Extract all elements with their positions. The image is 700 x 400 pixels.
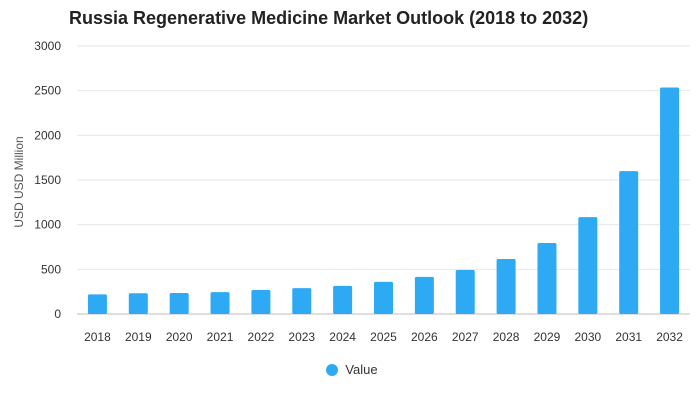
bar	[251, 290, 271, 314]
y-tick-label: 500	[41, 262, 61, 276]
legend-label: Value	[345, 362, 378, 377]
x-tick-label: 2027	[452, 330, 479, 344]
bar	[414, 276, 434, 314]
x-tick-label: 2026	[411, 330, 438, 344]
x-tick-label: 2018	[84, 330, 111, 344]
x-tick-label: 2025	[370, 330, 397, 344]
bar	[660, 87, 680, 314]
x-tick-label: 2030	[574, 330, 601, 344]
bar	[333, 285, 353, 314]
x-tick-label: 2023	[288, 330, 315, 344]
x-tick-label: 2028	[493, 330, 520, 344]
bar	[455, 270, 475, 314]
y-tick-label: 2000	[34, 128, 61, 142]
x-tick-label: 2024	[329, 330, 356, 344]
x-tick-label: 2031	[615, 330, 642, 344]
x-tick-label: 2020	[166, 330, 193, 344]
bar	[619, 171, 639, 314]
bar	[374, 281, 393, 314]
x-tick-label: 2022	[248, 330, 275, 344]
legend-marker	[326, 363, 339, 376]
bar	[496, 259, 516, 314]
x-tick-label: 2029	[534, 330, 561, 344]
legend: Value	[0, 362, 700, 377]
y-tick-label: 1000	[34, 218, 61, 232]
y-tick-label: 3000	[34, 39, 61, 53]
bar	[292, 288, 312, 314]
chart-title: Russia Regenerative Medicine Market Outl…	[69, 8, 589, 28]
x-tick-label: 2019	[125, 330, 152, 344]
y-tick-label: 0	[54, 307, 61, 321]
bar	[169, 293, 189, 314]
y-tick-label: 1500	[34, 173, 61, 187]
x-tick-label: 2032	[656, 330, 683, 344]
bar	[578, 217, 598, 314]
x-tick-label: 2021	[207, 330, 234, 344]
y-tick-label: 2500	[34, 84, 61, 98]
bar	[128, 293, 148, 314]
bar	[87, 294, 107, 314]
bar	[210, 292, 230, 314]
bar	[537, 242, 557, 314]
